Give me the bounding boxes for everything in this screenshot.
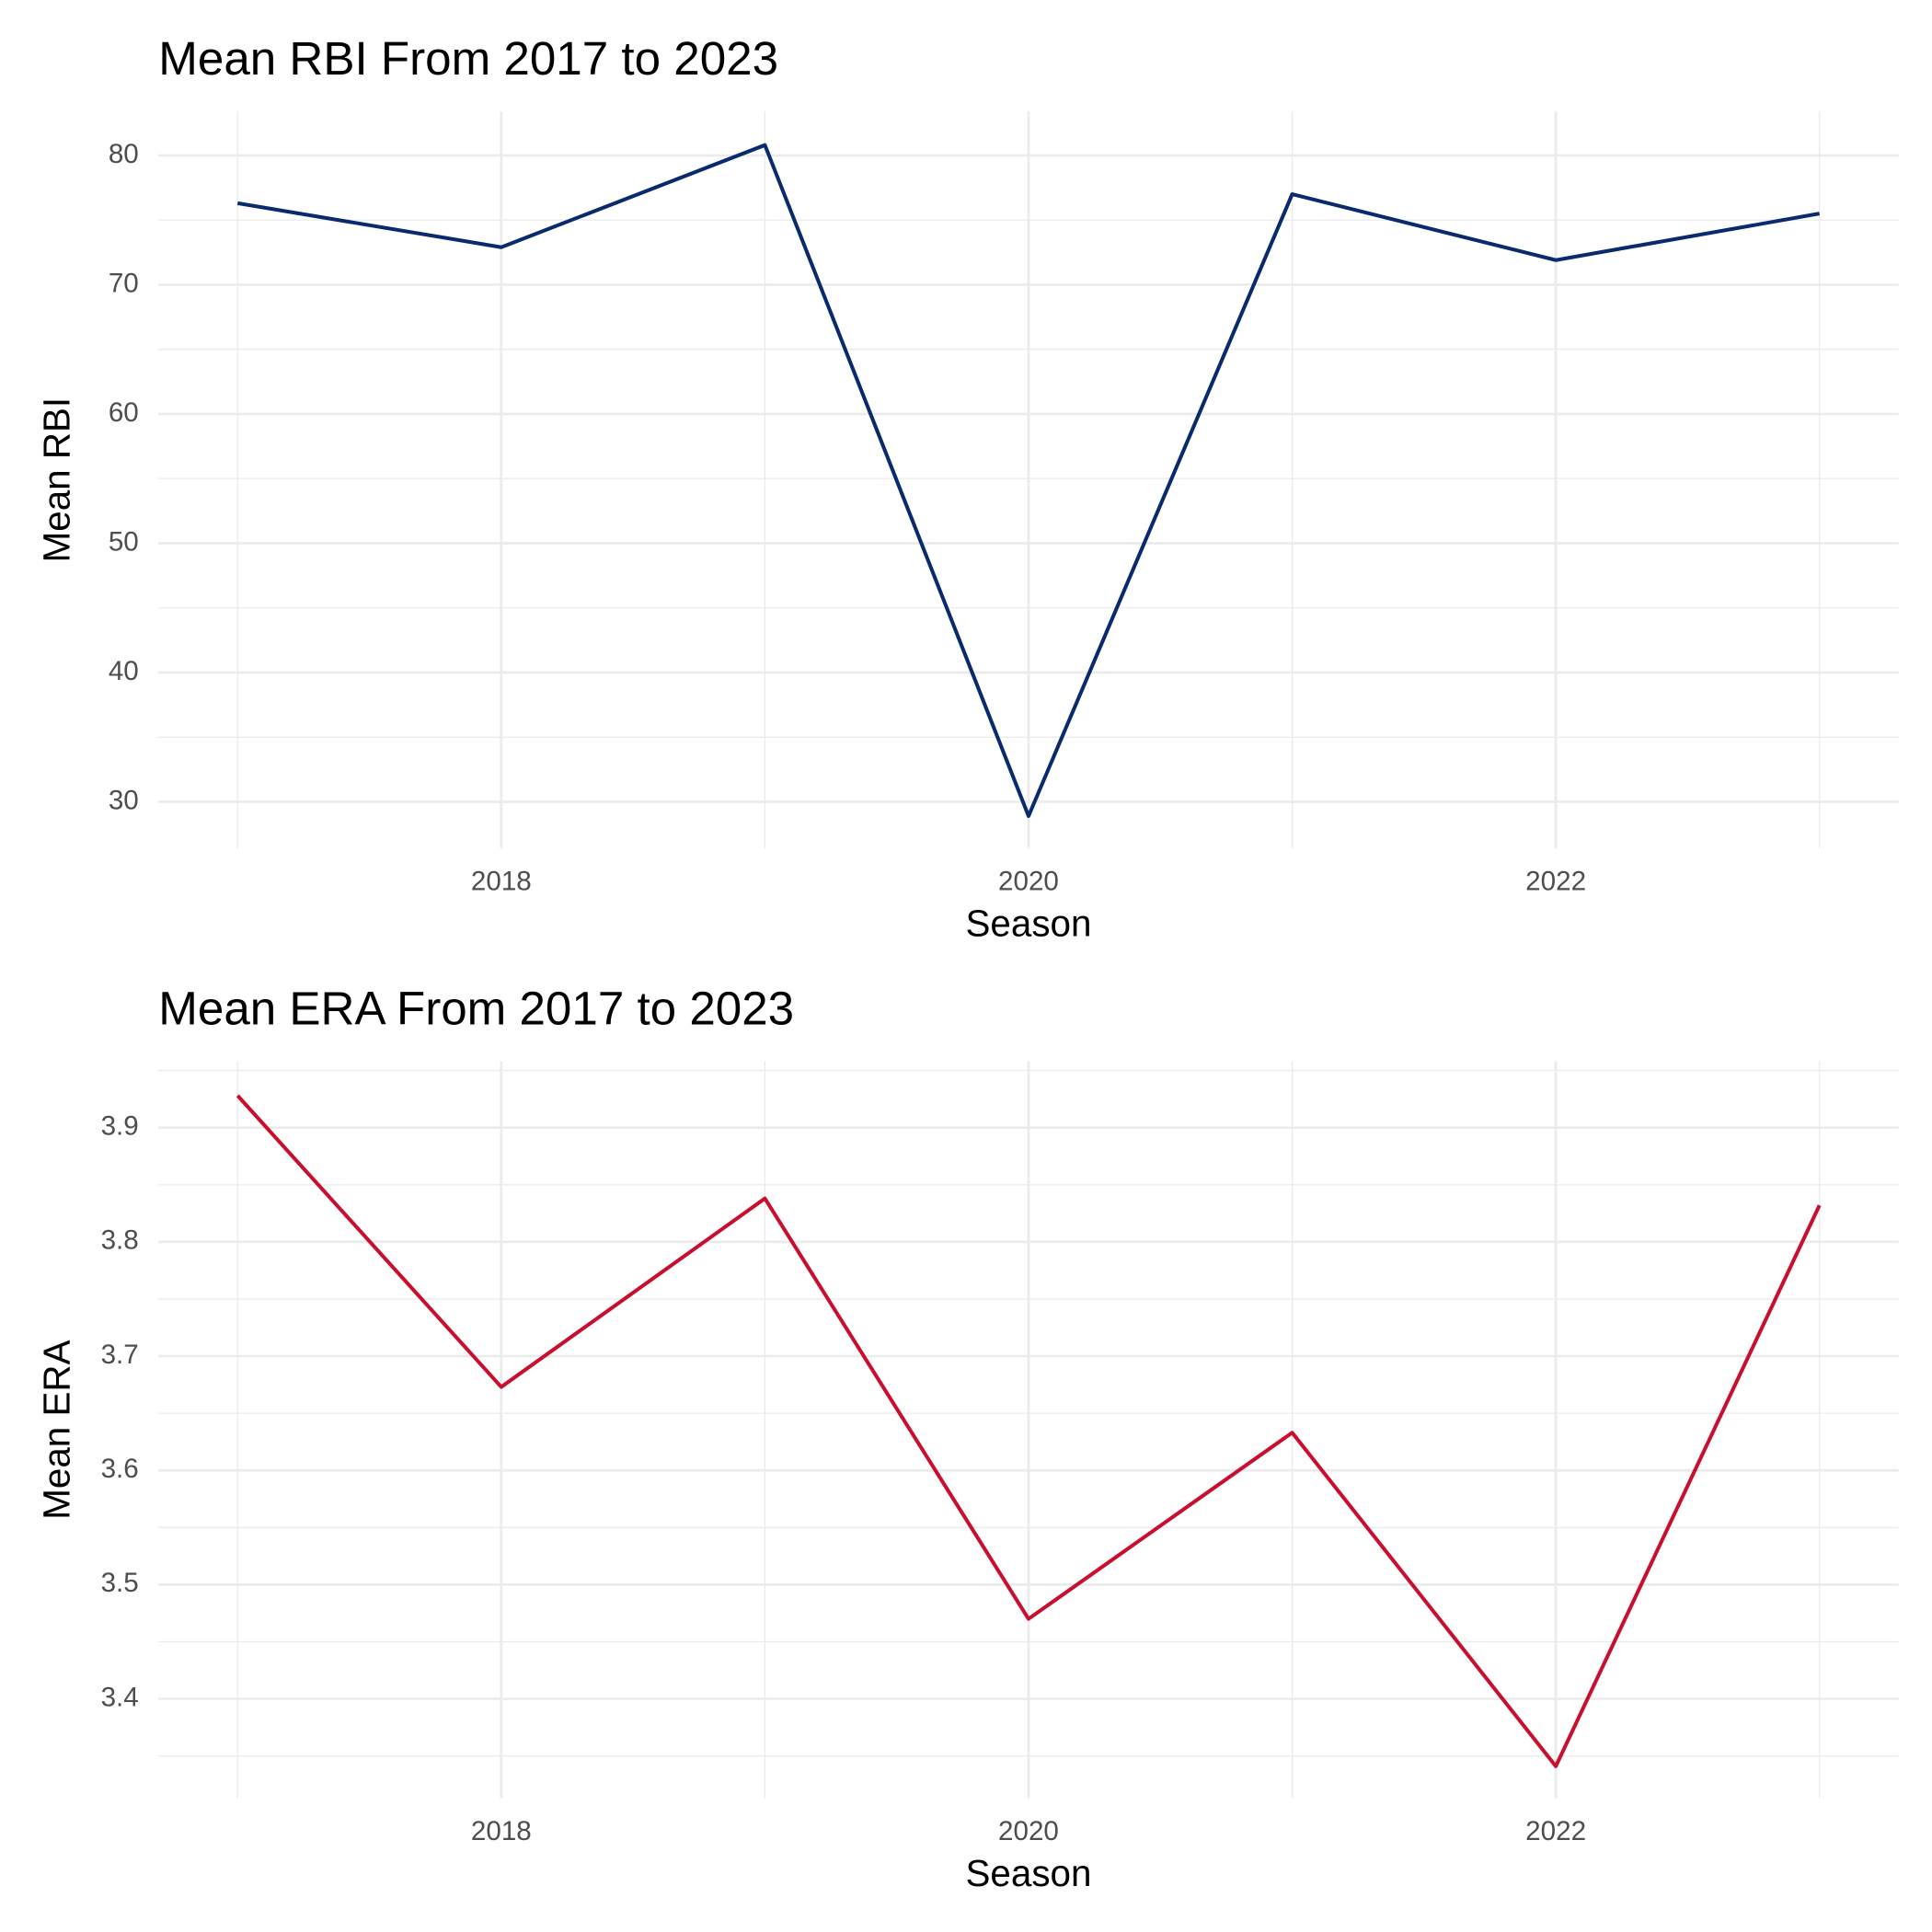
y-tick-label: 3.9 <box>101 1111 139 1142</box>
y-tick-label: 3.8 <box>101 1225 139 1256</box>
y-tick-label: 3.4 <box>101 1682 139 1712</box>
x-tick-label: 2022 <box>1525 867 1586 897</box>
data-line <box>236 143 1821 819</box>
y-tick-label: 30 <box>109 785 139 815</box>
x-tick-label: 2018 <box>471 867 532 897</box>
y-tick-label: 3.6 <box>101 1454 139 1484</box>
y-axis-title: Mean ERA <box>35 1340 77 1519</box>
x-tick-label: 2020 <box>998 1816 1059 1846</box>
y-axis-title: Mean RBI <box>35 397 77 563</box>
x-tick-label: 2020 <box>998 867 1059 897</box>
y-tick-label: 3.7 <box>101 1340 139 1370</box>
x-axis-title: Season <box>966 1852 1092 1894</box>
y-tick-label: 50 <box>109 526 139 557</box>
y-tick-label: 80 <box>109 139 139 169</box>
y-tick-label: 40 <box>109 656 139 686</box>
y-tick-label: 60 <box>109 397 139 428</box>
data-line <box>236 1094 1822 1768</box>
chart-title: Mean ERA From 2017 to 2023 <box>158 982 794 1034</box>
y-tick-label: 70 <box>109 268 139 298</box>
chart-title: Mean RBI From 2017 to 2023 <box>158 32 778 85</box>
x-axis-title: Season <box>966 903 1092 945</box>
x-tick-label: 2022 <box>1525 1816 1586 1846</box>
y-tick-label: 3.5 <box>101 1568 139 1598</box>
x-tick-label: 2018 <box>471 1816 532 1846</box>
